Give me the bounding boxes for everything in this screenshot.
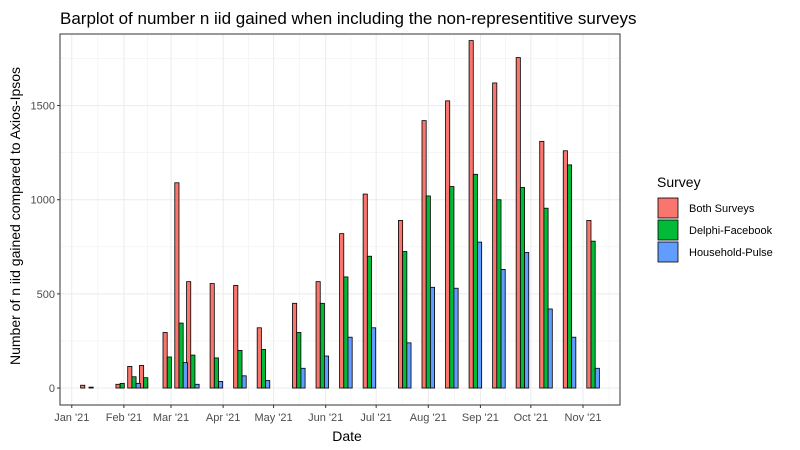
- x-tick-label: Sep '21: [462, 412, 499, 424]
- bar: [421, 120, 427, 389]
- y-tick-label: 1500: [31, 101, 55, 113]
- bar: [500, 269, 506, 389]
- plot-border-rect: [59, 33, 621, 406]
- x-tick-label: Jul '21: [360, 412, 391, 424]
- x-tick-label: Oct '21: [514, 412, 549, 424]
- bar: [162, 332, 168, 389]
- y-axis-title: Number of n iid gained compared to Axios…: [7, 67, 23, 365]
- bar: [292, 302, 298, 389]
- bar: [571, 336, 577, 389]
- bar: [209, 283, 215, 389]
- bar: [300, 367, 306, 389]
- x-tick-label: Nov '21: [565, 412, 602, 424]
- y-tick-label: 1000: [31, 195, 55, 207]
- bar: [256, 327, 262, 389]
- bar: [519, 187, 525, 389]
- y-tick-label: 500: [37, 289, 55, 301]
- bar: [194, 383, 200, 389]
- plot-border: [59, 33, 621, 406]
- bar: [315, 281, 321, 389]
- bar: [80, 384, 86, 389]
- bar: [562, 150, 568, 389]
- bar: [445, 100, 451, 389]
- legend-label: Delphi-Facebook: [689, 225, 773, 237]
- bars: [80, 40, 600, 389]
- bar: [343, 276, 349, 389]
- x-tick-label: Apr '21: [206, 412, 241, 424]
- bar: [339, 233, 345, 389]
- bar: [166, 356, 172, 389]
- bar: [590, 240, 596, 389]
- bar: [127, 365, 133, 389]
- legend-key: [657, 197, 679, 219]
- bar: [115, 383, 121, 389]
- bar: [182, 362, 188, 389]
- bar: [425, 195, 431, 389]
- bar: [241, 375, 247, 389]
- bar: [362, 193, 368, 389]
- bar: [265, 380, 271, 389]
- bar: [139, 365, 145, 389]
- bar: [186, 281, 192, 389]
- bar: [218, 381, 224, 389]
- bar: [472, 173, 478, 389]
- x-tick-label: Feb '21: [106, 412, 142, 424]
- y-axis: 0 500 1000 1500: [31, 101, 60, 395]
- bar: [524, 252, 530, 389]
- x-tick-label: Mar '21: [153, 412, 189, 424]
- bar: [174, 182, 180, 389]
- bar: [594, 367, 600, 389]
- bar: [449, 186, 455, 389]
- bar: [429, 286, 435, 389]
- x-tick-label: Jun '21: [308, 412, 343, 424]
- bar: [143, 377, 149, 389]
- bar: [213, 357, 219, 389]
- x-axis-title: Date: [332, 428, 362, 444]
- bar: [515, 57, 521, 389]
- bar: [131, 376, 137, 389]
- bar: [492, 82, 498, 389]
- bar: [178, 322, 184, 389]
- bar: [402, 251, 408, 389]
- bar: [296, 332, 302, 389]
- chart-title: Barplot of number n iid gained when incl…: [60, 9, 636, 28]
- legend-key: [657, 241, 679, 263]
- bar: [406, 342, 412, 389]
- bar: [371, 327, 377, 389]
- legend-label: Household-Pulse: [689, 247, 773, 259]
- x-axis: Jan '21 Feb '21 Mar '21 Apr '21 May '21 Jun '…: [54, 405, 601, 424]
- legend-label: Both Surveys: [689, 203, 755, 215]
- bar: [366, 255, 372, 389]
- legend-title: Survey: [657, 174, 701, 190]
- bar: [567, 164, 573, 389]
- bar: [190, 354, 196, 389]
- bar: [88, 386, 94, 389]
- bar: [398, 220, 404, 389]
- legend-key: [657, 219, 679, 241]
- bar: [496, 199, 502, 389]
- bar: [135, 382, 141, 389]
- bar: [119, 382, 125, 389]
- bar: [539, 140, 545, 389]
- bar: [324, 355, 330, 389]
- x-tick-label: Aug '21: [410, 412, 447, 424]
- y-tick-label: 0: [49, 383, 55, 395]
- bar: [468, 40, 474, 389]
- bar: [547, 308, 553, 389]
- legend: Survey Both Surveys Delphi-Facebook Househ…: [657, 174, 773, 263]
- bar: [586, 220, 592, 389]
- bar: [347, 336, 353, 389]
- bar: [233, 285, 239, 389]
- bar: [477, 241, 483, 389]
- bar: [260, 349, 266, 389]
- bar: [543, 207, 549, 389]
- bar: [453, 287, 459, 389]
- bar: [237, 349, 243, 389]
- x-tick-label: Jan '21: [54, 412, 89, 424]
- x-tick-label: May '21: [254, 412, 292, 424]
- bar: [319, 302, 325, 389]
